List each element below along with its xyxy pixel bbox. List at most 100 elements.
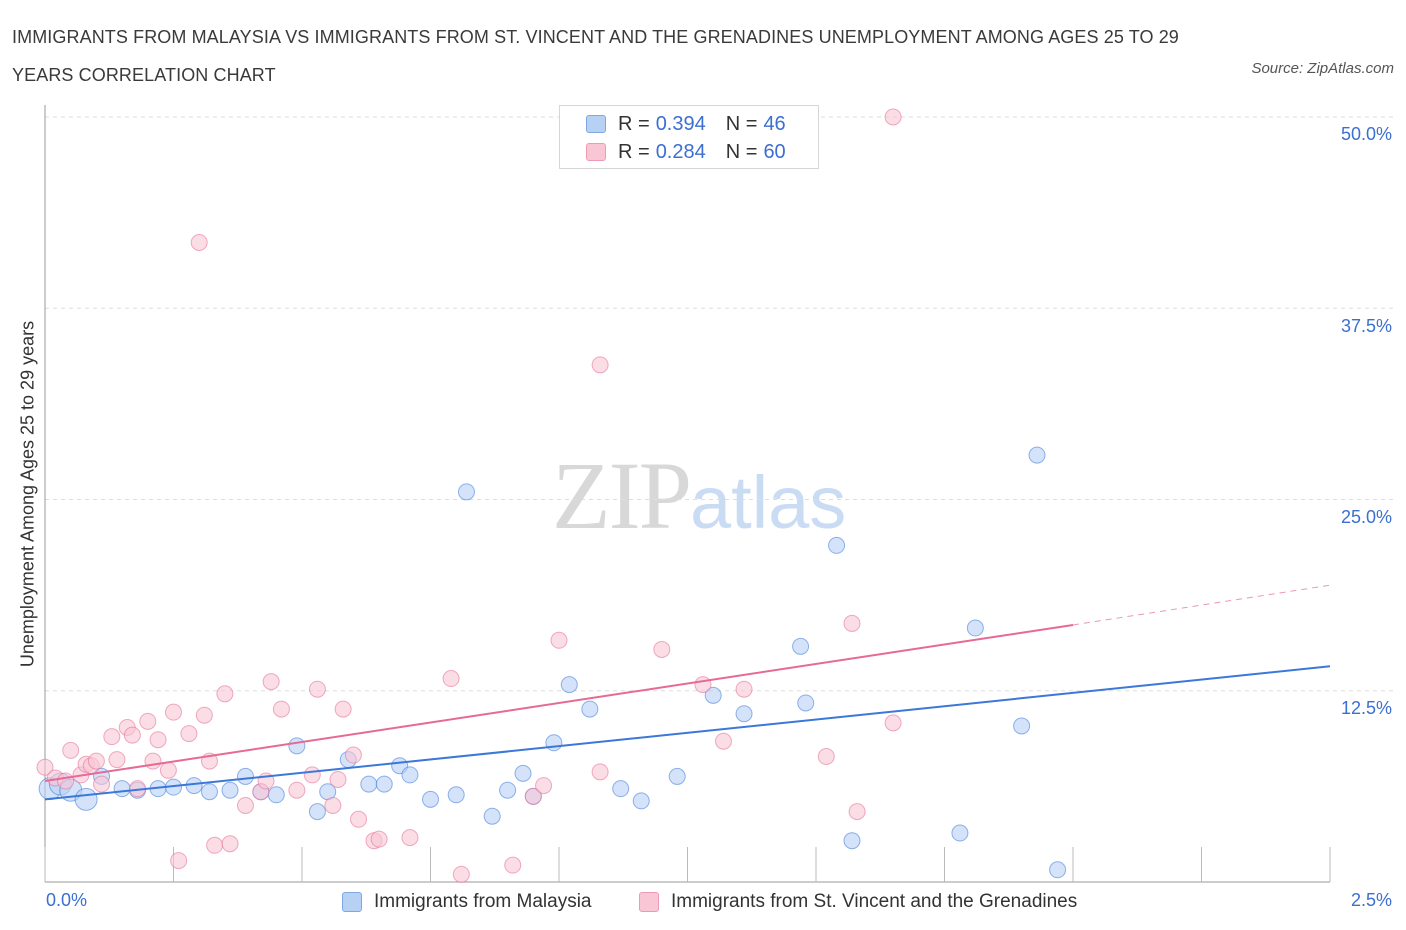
point-malaysia — [632, 792, 650, 810]
legend-label-st-vincent: Immigrants from St. Vincent and the Gren… — [671, 891, 1078, 912]
chart-title: IMMIGRANTS FROM MALAYSIA VS IMMIGRANTS F… — [12, 27, 1179, 85]
point-st-vincent — [591, 356, 609, 374]
point-malaysia — [200, 783, 218, 801]
point-st-vincent — [324, 797, 342, 814]
point-st-vincent — [195, 706, 213, 724]
point-malaysia — [447, 786, 465, 804]
point-st-vincent — [524, 787, 542, 805]
point-st-vincent — [288, 781, 306, 799]
point-st-vincent — [190, 233, 208, 251]
point-st-vincent — [329, 770, 347, 788]
point-st-vincent — [272, 700, 290, 718]
point-st-vincent — [344, 746, 362, 764]
point-st-vincent — [36, 758, 54, 776]
stats-legend-row-malaysia: R = 0.394 N = 46 — [586, 110, 786, 138]
n-value: 46 — [763, 112, 786, 135]
watermark-zip: ZIP — [552, 442, 692, 549]
point-st-vincent — [62, 741, 80, 759]
point-malaysia — [422, 790, 439, 808]
pink-legend-swatch — [639, 892, 659, 912]
blue-swatch — [586, 115, 606, 133]
point-st-vincent — [103, 728, 121, 746]
point-st-vincent — [139, 712, 157, 730]
point-malaysia — [704, 686, 722, 704]
point-st-vincent — [504, 856, 522, 874]
point-malaysia — [308, 803, 326, 821]
point-st-vincent — [401, 829, 419, 847]
point-st-vincent — [452, 865, 470, 883]
point-malaysia — [797, 694, 815, 712]
point-st-vincent — [216, 685, 234, 703]
point-st-vincent — [108, 751, 126, 769]
y-tick-label-50: 50.0% — [1340, 124, 1392, 144]
legend-item-st-vincent[interactable]: Immigrants from St. Vincent and the Gren… — [639, 888, 1077, 916]
point-st-vincent — [714, 732, 732, 750]
r-label: R = — [618, 112, 650, 135]
point-st-vincent — [535, 777, 553, 795]
trend-line — [1072, 584, 1331, 626]
point-st-vincent — [87, 752, 105, 770]
point-st-vincent — [334, 700, 352, 718]
point-malaysia — [288, 737, 306, 755]
point-st-vincent — [848, 803, 866, 821]
point-malaysia — [457, 483, 475, 501]
point-st-vincent — [370, 830, 388, 848]
n-value: 60 — [763, 140, 786, 163]
point-st-vincent — [591, 763, 609, 781]
point-malaysia — [828, 536, 846, 554]
legend-item-malaysia[interactable]: Immigrants from Malaysia — [342, 888, 592, 916]
trend-line — [44, 623, 1074, 783]
point-st-vincent — [308, 680, 326, 698]
point-st-vincent — [262, 673, 280, 691]
n-label: N = — [725, 140, 758, 163]
point-malaysia — [499, 781, 517, 799]
point-st-vincent — [93, 775, 111, 793]
point-st-vincent — [843, 614, 861, 632]
legend-label-malaysia: Immigrants from Malaysia — [374, 891, 592, 912]
point-malaysia — [236, 767, 254, 785]
y-tick-label-37-5: 37.5% — [1340, 316, 1392, 336]
point-malaysia — [375, 775, 393, 793]
point-st-vincent — [350, 810, 368, 828]
point-st-vincent — [550, 631, 568, 649]
point-malaysia — [221, 781, 239, 799]
point-st-vincent — [735, 680, 753, 698]
point-malaysia — [267, 786, 285, 804]
y-tick-label-12-5: 12.5% — [1340, 698, 1392, 718]
r-label: R = — [618, 140, 650, 163]
point-malaysia — [1049, 861, 1067, 879]
point-st-vincent — [170, 852, 188, 870]
stats-legend-row-st-vincent: R = 0.284 N = 60 — [586, 138, 786, 166]
stats-legend: R = 0.394 N = 46 R = 0.284 N = 60 — [559, 105, 819, 169]
point-malaysia — [951, 824, 969, 842]
trend-line — [44, 665, 1331, 801]
x-tick-label-min: 0.0% — [46, 890, 88, 910]
point-malaysia — [360, 775, 378, 793]
r-value: 0.394 — [655, 112, 706, 135]
point-malaysia — [1028, 446, 1046, 464]
x-tick-label-max: 2.5% — [1350, 890, 1392, 910]
r-value: 0.284 — [655, 140, 706, 163]
point-malaysia — [545, 734, 563, 752]
blue-legend-swatch — [342, 892, 362, 912]
point-st-vincent — [180, 725, 198, 743]
point-malaysia — [668, 767, 686, 785]
point-st-vincent — [123, 726, 141, 744]
n-label: N = — [725, 112, 758, 135]
point-st-vincent — [884, 714, 902, 732]
point-malaysia — [966, 619, 984, 637]
point-st-vincent — [159, 761, 177, 779]
point-malaysia — [581, 700, 599, 718]
point-st-vincent — [236, 797, 254, 814]
point-malaysia — [612, 780, 630, 798]
point-st-vincent — [206, 836, 224, 854]
watermark-atlas: atlas — [690, 461, 847, 544]
point-malaysia — [1013, 717, 1031, 735]
point-st-vincent — [694, 676, 712, 694]
watermark: ZIPatlas — [552, 440, 846, 551]
point-st-vincent — [653, 640, 671, 658]
point-malaysia — [735, 705, 753, 723]
point-malaysia — [401, 766, 419, 784]
point-st-vincent — [442, 670, 460, 688]
y-axis-label: Unemployment Among Ages 25 to 29 years — [17, 320, 38, 668]
